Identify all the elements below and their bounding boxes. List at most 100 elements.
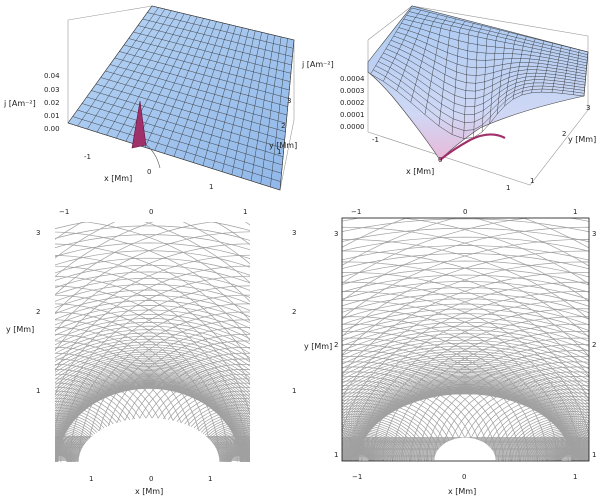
panel-a-mesh-v-11: [119, 51, 289, 99]
panel-d-field-line-80: [342, 379, 589, 440]
panel-d-field-line-195: [342, 261, 589, 357]
panel-b-mesh-v-5: [383, 52, 586, 100]
panel-d-field-line-50: [348, 387, 582, 461]
panel-d-field-line-113: [342, 364, 589, 405]
panel-b-zlabel: j [Am⁻²]: [301, 60, 334, 69]
panel-a-zlabel: j [Am⁻²]: [3, 99, 36, 108]
panel-c-field-line-172: [86, 319, 250, 462]
panel-d-field-line-107: [342, 367, 589, 411]
panel-c-central-hole: [78, 418, 220, 497]
panel-c-field-line-38: [55, 383, 247, 462]
panel-b-zticklabel-1: 0.0001: [340, 111, 365, 119]
panel-b-xticklabel-0: -1: [372, 136, 379, 144]
panel-d-field-line-118: [501, 411, 589, 461]
panel-c-field-line-113: [55, 355, 250, 396]
panel-c-field-line-131: [55, 341, 250, 375]
panel-c-field-line-101: [55, 363, 250, 408]
panel-d-field-line-152: [342, 329, 589, 357]
panel-c-field-line-182: [55, 264, 250, 284]
panel-c-field-line-156: [55, 352, 176, 462]
panel-d-ylabel: y [Mm]: [304, 342, 332, 351]
panel-a-zticklabel-1: 0.01: [44, 112, 60, 120]
panel-a-yticklabel-0: 1: [277, 148, 281, 156]
panel-c-field-line-154: [128, 358, 250, 462]
panel-a-yticklabel-2: 3: [287, 97, 291, 105]
panel-d-field-line-181: [361, 308, 589, 461]
panel-d-field-line-71: [342, 382, 589, 456]
panel-c-right-ticklabel-1: 2: [292, 308, 296, 316]
panel-d-field-line-192: [342, 271, 589, 378]
surface-a-peak: [131, 100, 147, 149]
panel-d-field-line-191: [342, 260, 589, 278]
panel-d-field-line-170: [342, 303, 589, 326]
panel-c-bottom-ticklabel-0: 1: [89, 475, 93, 483]
panel-c-field-line-175: [78, 311, 250, 462]
panel-c-contour: −1 0 1 1 0 1 x [Mm] 3 2 1 3 2 1 y [Mm]: [6, 208, 296, 497]
panel-b-mesh-v-8: [390, 39, 587, 76]
panel-d-field-line-194: [342, 253, 589, 270]
panel-a-mesh-v-16: [142, 18, 293, 57]
panel-c-field-line-197: [55, 225, 250, 241]
panel-c-xlabel: x [Mm]: [135, 487, 163, 496]
panel-d-field-line-41: [350, 388, 580, 461]
panel-c-field-line-159: [55, 346, 183, 462]
panel-c-field-line-174: [55, 311, 220, 462]
panel-d-field-line-171: [342, 330, 538, 461]
panel-a-mesh-v-7: [100, 77, 286, 132]
panel-d-field-line-157: [433, 361, 589, 461]
panel-d-field-line-190: [342, 281, 589, 400]
panel-c-field-line-191: [55, 242, 250, 260]
panel-d-field-line-89: [342, 375, 589, 430]
panel-c-top-ticklabel-2: 1: [243, 208, 247, 216]
panel-c-field-line-169: [94, 326, 250, 462]
panel-d-field-line-198: [342, 250, 589, 338]
panel-d-field-line-196: [342, 261, 589, 356]
panel-d-xlabel: x [Mm]: [448, 487, 476, 496]
panel-d-field-line-110: [342, 365, 589, 408]
panel-c-right-ticklabel-2: 3: [292, 229, 296, 237]
panel-b-mesh-v-12: [401, 23, 588, 64]
panel-d-field-line-203: [342, 227, 589, 243]
panel-b-mesh-v-9: [393, 35, 587, 72]
panel-c-field-line-184: [55, 285, 250, 430]
panel-c-field-line-210: [215, 222, 250, 246]
panel-b-yticklabel-2: 3: [586, 104, 590, 112]
panel-c-field-line-53: [55, 380, 250, 462]
panel-d-field-line-154: [440, 366, 589, 461]
panel-c-field-line-137: [55, 335, 250, 367]
panel-d-field-line-127: [489, 402, 589, 461]
panel-b-mesh-v-6: [385, 48, 586, 92]
panel-b-mesh-v-0: [370, 73, 585, 139]
panel-d-field-line-153: [342, 366, 490, 461]
panel-c-field-line-128: [55, 344, 250, 379]
panel-a-xticklabel-1: 0: [147, 168, 151, 176]
panel-b-zticklabel-2: 0.0002: [340, 99, 365, 107]
panel-c-field-line-186: [55, 276, 250, 415]
panel-d-field-line-98: [342, 372, 589, 420]
panel-c-field-lines: [55, 222, 250, 497]
panel-c-right-ticklabel-0: 1: [292, 387, 296, 395]
panel-d-bottom-ticklabel-0: −1: [352, 473, 362, 481]
panel-c-field-line-143: [55, 329, 250, 359]
panel-d-field-line-138: [342, 388, 459, 461]
panel-c-left-ticklabel-2: 3: [36, 229, 40, 237]
panel-c-field-line-183: [55, 285, 248, 462]
panel-c-left-ticklabel-0: 1: [36, 387, 40, 395]
panel-c-field-line-177: [55, 303, 229, 462]
panel-c-field-line-151: [134, 363, 250, 462]
panel-d-field-line-168: [342, 337, 529, 461]
panel-d-bottom-ticklabel-2: 1: [573, 473, 577, 481]
panel-c-field-line-116: [55, 353, 250, 393]
panel-b-mesh-v-4: [380, 56, 586, 107]
panel-c-field-line-89: [55, 368, 250, 419]
panel-d-field-line-201: [342, 239, 589, 320]
panel-d-field-line-116: [342, 362, 589, 402]
panel-b-mesh-v-13: [403, 18, 588, 61]
panel-d-right-ticklabel-0: 1: [592, 451, 596, 459]
panel-a-mesh-v-0: [67, 122, 281, 191]
panel-d-field-line-137: [342, 345, 589, 378]
panel-c-field-line-176: [55, 277, 250, 298]
panel-b-xticklabel-1: 0: [438, 156, 442, 164]
panel-c-field-line-9: [55, 453, 69, 462]
panel-c-field-line-95: [55, 366, 250, 413]
